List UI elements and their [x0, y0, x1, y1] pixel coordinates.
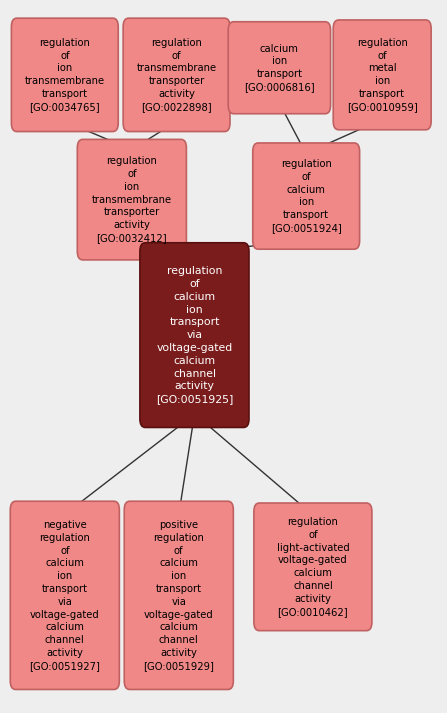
- Text: negative
regulation
of
calcium
ion
transport
via
voltage-gated
calcium
channel
a: negative regulation of calcium ion trans…: [30, 520, 100, 671]
- FancyBboxPatch shape: [124, 501, 233, 689]
- FancyBboxPatch shape: [123, 19, 230, 131]
- FancyBboxPatch shape: [140, 242, 249, 427]
- Text: regulation
of
calcium
ion
transport
via
voltage-gated
calcium
channel
activity
[: regulation of calcium ion transport via …: [156, 266, 233, 404]
- Text: regulation
of
calcium
ion
transport
[GO:0051924]: regulation of calcium ion transport [GO:…: [271, 159, 342, 233]
- FancyBboxPatch shape: [10, 501, 119, 689]
- FancyBboxPatch shape: [253, 143, 359, 250]
- Text: regulation
of
light-activated
voltage-gated
calcium
channel
activity
[GO:0010462: regulation of light-activated voltage-ga…: [277, 517, 349, 617]
- FancyBboxPatch shape: [254, 503, 372, 630]
- FancyBboxPatch shape: [11, 19, 118, 131]
- Text: calcium
ion
transport
[GO:0006816]: calcium ion transport [GO:0006816]: [244, 43, 315, 92]
- Text: regulation
of
metal
ion
transport
[GO:0010959]: regulation of metal ion transport [GO:00…: [347, 38, 417, 112]
- Text: regulation
of
ion
transmembrane
transport
[GO:0034765]: regulation of ion transmembrane transpor…: [25, 38, 105, 112]
- Text: regulation
of
transmembrane
transporter
activity
[GO:0022898]: regulation of transmembrane transporter …: [136, 38, 217, 112]
- FancyBboxPatch shape: [228, 21, 330, 113]
- Text: positive
regulation
of
calcium
ion
transport
via
voltage-gated
calcium
channel
a: positive regulation of calcium ion trans…: [143, 520, 214, 671]
- Text: regulation
of
ion
transmembrane
transporter
activity
[GO:0032412]: regulation of ion transmembrane transpor…: [92, 156, 172, 243]
- FancyBboxPatch shape: [77, 140, 186, 260]
- FancyBboxPatch shape: [333, 20, 431, 130]
